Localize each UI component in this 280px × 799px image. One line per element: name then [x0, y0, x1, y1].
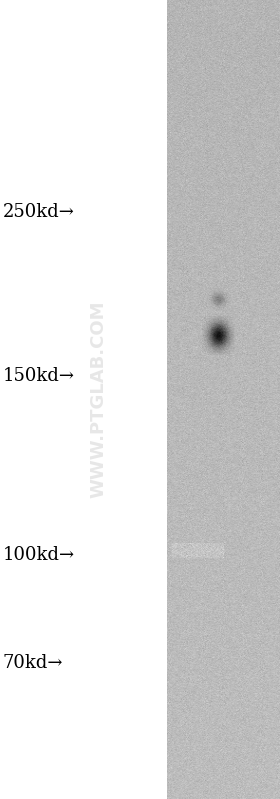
- Text: 250kd→: 250kd→: [3, 203, 75, 221]
- Text: WWW.PTGLAB.COM: WWW.PTGLAB.COM: [89, 300, 107, 499]
- Text: 70kd→: 70kd→: [3, 654, 63, 672]
- Text: 100kd→: 100kd→: [3, 547, 75, 564]
- Text: 150kd→: 150kd→: [3, 367, 75, 384]
